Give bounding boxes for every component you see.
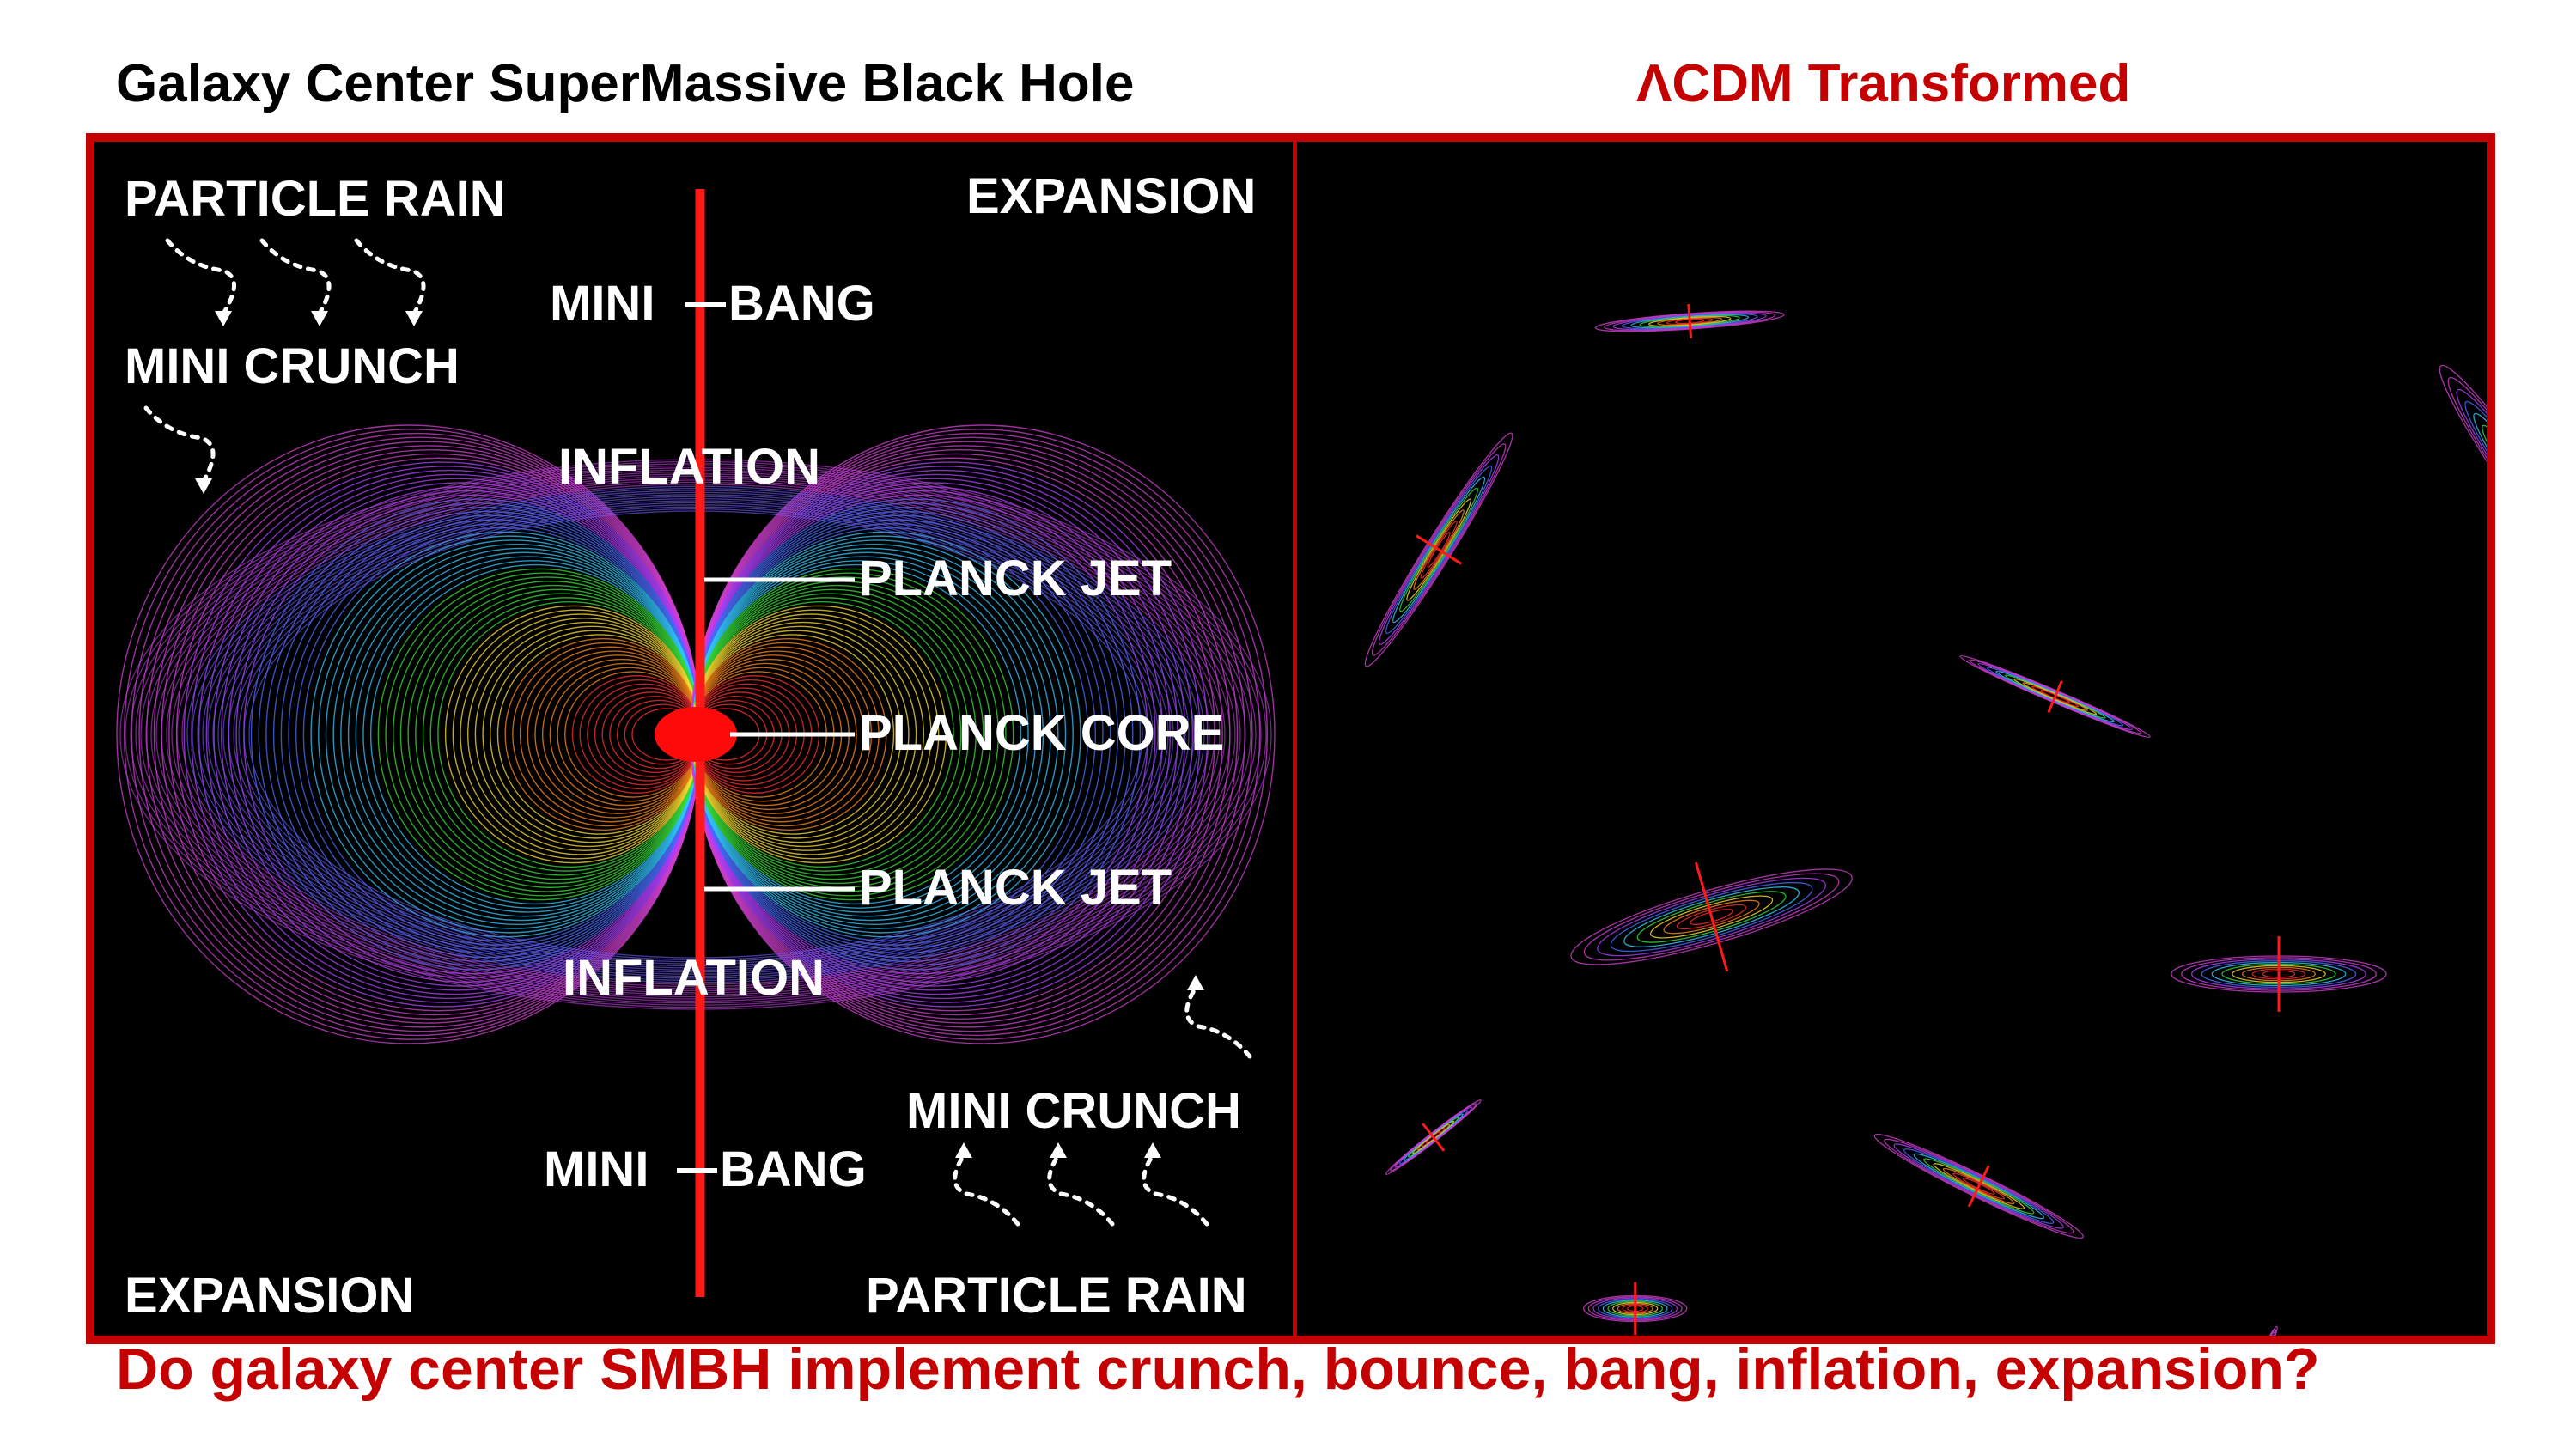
- mini-crunch-top-label: MINI CRUNCH: [125, 338, 460, 394]
- dotted-arrow-up-left-icon: [1047, 1153, 1115, 1227]
- bang-bottom-label: BANG: [720, 1142, 867, 1197]
- galaxy: [1385, 1099, 1482, 1175]
- left-panel-title: Galaxy Center SuperMassive Black Hole: [116, 54, 1135, 113]
- dotted-arrow-down-right-icon: [143, 405, 216, 484]
- dotted-arrow-down-right-icon: [165, 238, 236, 316]
- expansion-bottom-label: EXPANSION: [125, 1268, 415, 1324]
- lcdm-galaxies-panel: [1293, 133, 2495, 1344]
- mini-bang-bottom-label: MINI: [544, 1142, 649, 1197]
- galaxy-jet-axis: [2047, 680, 2063, 713]
- planck-jet-bottom-label: PLANCK JET: [859, 860, 1172, 916]
- inflation-top-label: INFLATION: [558, 439, 820, 495]
- galaxy-ring: [2482, 424, 2487, 561]
- galaxy-ring: [2247, 1325, 2278, 1336]
- dotted-arrow-down-right-icon: [259, 238, 332, 316]
- particle-rain-top-label: PARTICLE RAIN: [125, 171, 506, 227]
- galaxy: [1570, 861, 1853, 972]
- galaxy-field: [1364, 303, 2491, 1336]
- galaxy: [1959, 655, 2151, 738]
- galaxy: [1594, 303, 1785, 339]
- right-panel-title: ΛCDM Transformed: [1636, 54, 2131, 113]
- galaxy-jet-axis: [1694, 861, 1729, 972]
- galaxy: [1364, 432, 1513, 667]
- galaxy: [2171, 936, 2387, 1012]
- galaxy-ring: [2473, 412, 2487, 573]
- galaxy-ring: [2250, 1334, 2275, 1336]
- mini-crunch-bottom-label: MINI CRUNCH: [906, 1083, 1241, 1139]
- bang-top-label: BANG: [728, 276, 875, 332]
- dotted-arrow-down-right-icon: [354, 238, 426, 316]
- planck-jet-top-label: PLANCK JET: [859, 551, 1172, 606]
- galaxy: [1583, 1282, 1688, 1336]
- galaxy-ring: [2464, 400, 2487, 585]
- galaxy-group: [1364, 303, 2491, 1336]
- inflation-bottom-label: INFLATION: [563, 950, 825, 1006]
- galaxy-ring: [2439, 364, 2487, 621]
- field-line: [325, 539, 702, 929]
- field-lines-diagram: [116, 189, 1276, 1297]
- mini-bang-top-label: MINI: [550, 276, 655, 332]
- galaxy: [2247, 1325, 2278, 1336]
- galaxy: [2439, 364, 2491, 621]
- dotted-arrow-up-left-icon: [953, 1153, 1020, 1227]
- galaxy-ring: [2248, 1328, 2277, 1336]
- galaxy: [1873, 1134, 2084, 1239]
- galaxy-jet-axis: [1687, 303, 1693, 339]
- galaxy-ring: [2484, 433, 2491, 552]
- planck-core-label: PLANCK CORE: [859, 705, 1225, 761]
- galaxy-jet-axis: [1416, 534, 1463, 565]
- particle-rain-bottom-label: PARTICLE RAIN: [866, 1268, 1247, 1324]
- galaxy-jet-axis: [1967, 1165, 1990, 1208]
- planck-core-dot: [655, 707, 737, 762]
- dotted-arrow-up-left-icon: [1184, 985, 1252, 1059]
- galaxy-ring: [2250, 1331, 2275, 1336]
- galaxy-ring: [2447, 376, 2487, 609]
- smbh-diagram-panel: PARTICLE RAIN EXPANSION MINI BANG MINI C…: [86, 133, 1297, 1344]
- expansion-top-label: EXPANSION: [966, 168, 1257, 224]
- bottom-caption: Do galaxy center SMBH implement crunch, …: [116, 1336, 2320, 1402]
- dotted-arrow-up-left-icon: [1142, 1153, 1209, 1227]
- galaxy-jet-axis: [1422, 1123, 1446, 1152]
- galaxy-ring: [2456, 388, 2487, 597]
